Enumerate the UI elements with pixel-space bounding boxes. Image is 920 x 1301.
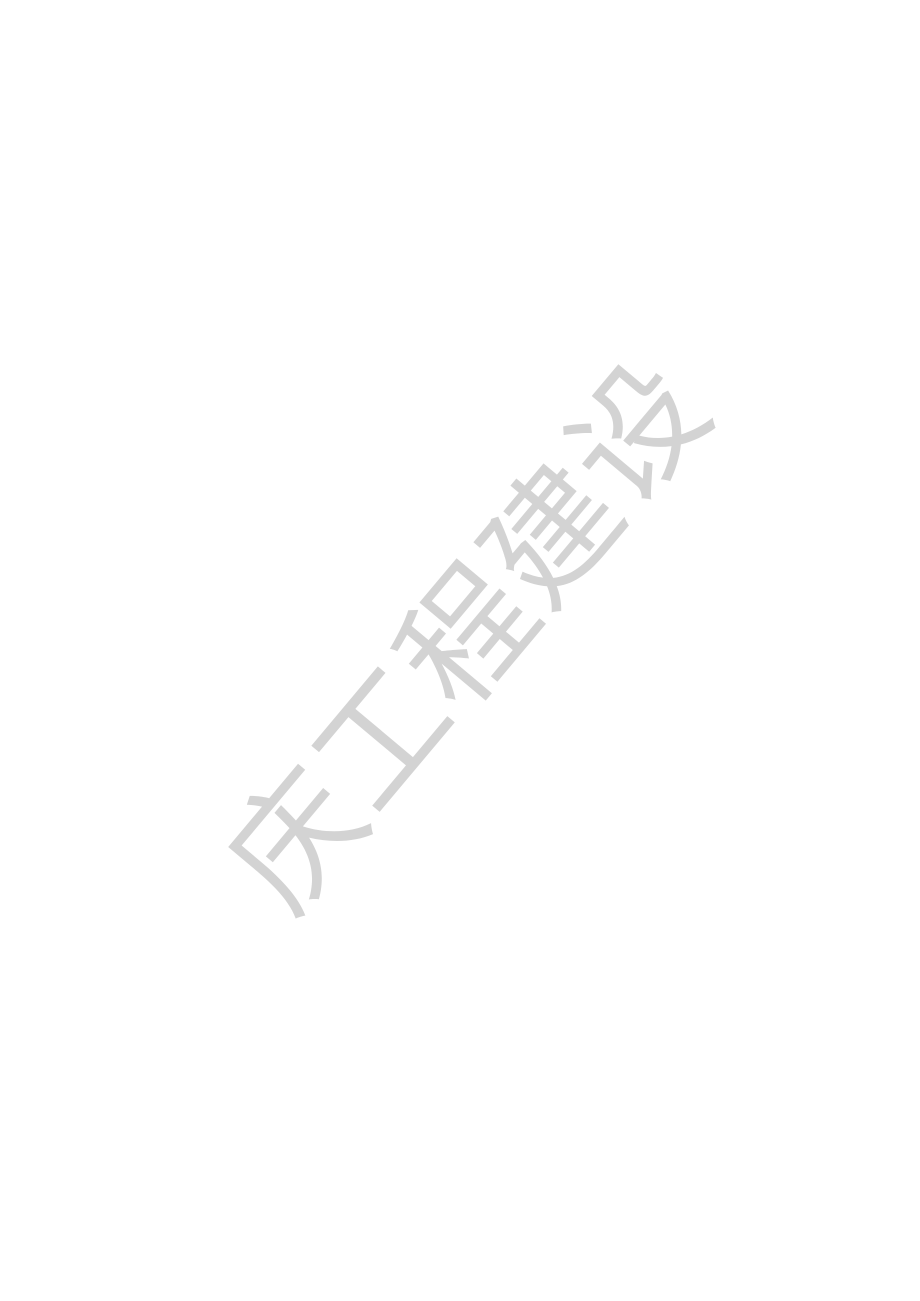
watermark-text: 庆工程建设: [175, 314, 745, 943]
watermark-container: 庆工程建设: [0, 0, 920, 1301]
